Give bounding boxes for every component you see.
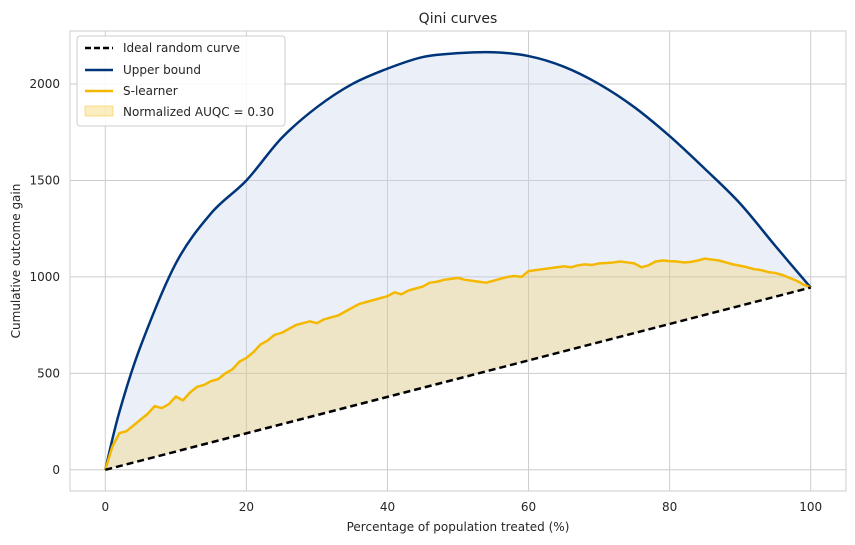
upper-bound-area — [105, 52, 811, 470]
ideal-random-line — [104, 286, 812, 471]
x-tick-label: 60 — [521, 500, 536, 514]
y-ticks: 0 500 1000 1500 2000 — [29, 77, 60, 477]
y-axis-label: Cumulative outcome gain — [9, 184, 23, 339]
legend: Ideal random curve Upper bound S-learner… — [76, 35, 286, 127]
legend-label-fill: Normalized AUQC = 0.30 — [123, 105, 274, 119]
fills — [105, 52, 811, 470]
y-tick-label: 2000 — [29, 77, 60, 91]
x-ticks: 0 20 40 60 80 100 — [101, 500, 822, 514]
x-tick-label: 80 — [662, 500, 677, 514]
lines — [104, 50, 812, 471]
x-tick-label: 0 — [101, 500, 109, 514]
x-tick-label: 40 — [380, 500, 395, 514]
x-tick-label: 20 — [239, 500, 254, 514]
y-tick-label: 500 — [37, 366, 60, 380]
y-tick-label: 1000 — [29, 270, 60, 284]
legend-swatch-fill — [84, 105, 114, 117]
legend-label-ideal: Ideal random curve — [123, 41, 240, 55]
auqc-area — [105, 258, 811, 470]
x-axis-label: Percentage of population treated (%) — [347, 520, 570, 534]
y-tick-label: 0 — [52, 463, 60, 477]
legend-box — [76, 35, 286, 127]
chart-title: Qini curves — [419, 11, 498, 27]
x-tick-label: 100 — [799, 500, 822, 514]
s-learner-line — [104, 257, 812, 471]
y-tick-label: 1500 — [29, 173, 60, 187]
plot-area: 0 20 40 60 80 100 0 500 1000 1500 2000 — [29, 30, 847, 514]
upper-bound-line — [104, 50, 812, 471]
legend-label-slearner: S-learner — [123, 84, 178, 98]
legend-label-upper: Upper bound — [123, 63, 201, 77]
